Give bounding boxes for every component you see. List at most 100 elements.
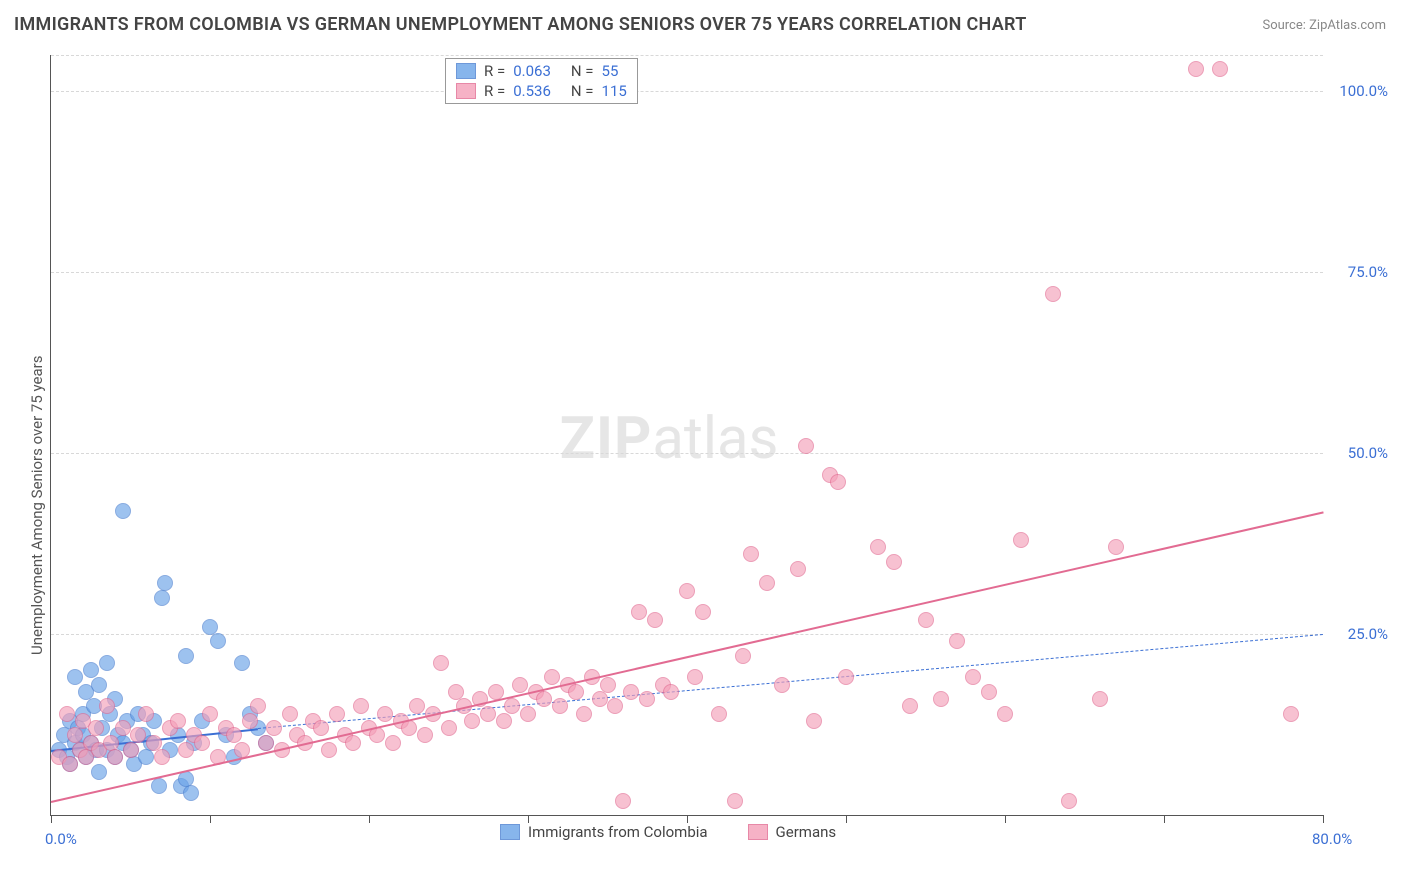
data-point xyxy=(743,546,759,562)
gridline xyxy=(51,272,1323,273)
data-point xyxy=(687,669,703,685)
data-point xyxy=(99,655,115,671)
watermark-atlas: atlas xyxy=(652,405,778,473)
data-point xyxy=(67,669,83,685)
data-point xyxy=(242,713,258,729)
legend-r-value: 0.536 xyxy=(513,82,551,100)
legend-swatch xyxy=(456,63,476,79)
data-point xyxy=(1212,61,1228,77)
data-point xyxy=(313,720,329,736)
legend-series-label: Germans xyxy=(776,823,837,841)
data-point xyxy=(151,778,167,794)
data-point xyxy=(774,677,790,693)
data-point xyxy=(377,706,393,722)
data-point xyxy=(178,742,194,758)
data-point xyxy=(329,706,345,722)
data-point xyxy=(107,749,123,765)
x-tick xyxy=(51,815,52,823)
data-point xyxy=(353,698,369,714)
data-point xyxy=(544,669,560,685)
data-point xyxy=(210,633,226,649)
data-point xyxy=(170,713,186,729)
data-point xyxy=(639,691,655,707)
y-axis-title: Unemployment Among Seniors over 75 years xyxy=(28,356,46,655)
data-point xyxy=(157,575,173,591)
legend-row: R =0.063N =55 xyxy=(446,61,637,81)
legend-swatch xyxy=(748,824,768,840)
data-point xyxy=(981,684,997,700)
data-point xyxy=(735,648,751,664)
gridline xyxy=(51,634,1323,635)
data-point xyxy=(1061,793,1077,809)
correlation-legend: R =0.063N =55R =0.536N =115 xyxy=(445,58,638,104)
legend-r-value: 0.063 xyxy=(513,62,551,80)
data-point xyxy=(615,793,631,809)
data-point xyxy=(568,684,584,700)
data-point xyxy=(623,684,639,700)
data-point xyxy=(663,684,679,700)
data-point xyxy=(902,698,918,714)
watermark: ZIPatlas xyxy=(560,405,779,473)
data-point xyxy=(830,474,846,490)
data-point xyxy=(512,677,528,693)
legend-r-label: R = xyxy=(484,62,505,80)
data-point xyxy=(536,691,552,707)
data-point xyxy=(154,590,170,606)
data-point xyxy=(62,756,78,772)
data-point xyxy=(154,749,170,765)
data-point xyxy=(806,713,822,729)
data-point xyxy=(183,785,199,801)
data-point xyxy=(91,764,107,780)
data-point xyxy=(250,698,266,714)
trend-line xyxy=(258,634,1323,729)
data-point xyxy=(138,749,154,765)
legend-swatch xyxy=(456,83,476,99)
x-tick xyxy=(687,815,688,823)
data-point xyxy=(417,727,433,743)
x-axis-max-label: 80.0% xyxy=(1312,830,1352,848)
data-point xyxy=(504,698,520,714)
data-point xyxy=(448,684,464,700)
data-point xyxy=(798,438,814,454)
x-tick xyxy=(846,815,847,823)
legend-n-label: N = xyxy=(571,62,594,80)
data-point xyxy=(838,669,854,685)
data-point xyxy=(138,706,154,722)
data-point xyxy=(258,735,274,751)
x-tick xyxy=(1323,815,1324,823)
data-point xyxy=(59,706,75,722)
x-tick xyxy=(1005,815,1006,823)
data-point xyxy=(711,706,727,722)
series-legend: Immigrants from ColombiaGermans xyxy=(500,823,836,841)
data-point xyxy=(130,727,146,743)
data-point xyxy=(464,713,480,729)
data-point xyxy=(1188,61,1204,77)
x-tick xyxy=(528,815,529,823)
y-tick-label: 75.0% xyxy=(1348,263,1388,281)
data-point xyxy=(727,793,743,809)
data-point xyxy=(345,735,361,751)
y-tick-label: 100.0% xyxy=(1339,82,1388,100)
x-tick xyxy=(210,815,211,823)
data-point xyxy=(600,677,616,693)
y-tick-label: 50.0% xyxy=(1348,444,1388,462)
data-point xyxy=(1013,532,1029,548)
gridline xyxy=(51,55,1323,56)
data-point xyxy=(520,706,536,722)
data-point xyxy=(592,691,608,707)
data-point xyxy=(679,583,695,599)
data-point xyxy=(918,612,934,628)
data-point xyxy=(949,633,965,649)
data-point xyxy=(886,554,902,570)
data-point xyxy=(409,698,425,714)
data-point xyxy=(103,735,119,751)
data-point xyxy=(441,720,457,736)
data-point xyxy=(576,706,592,722)
data-point xyxy=(1283,706,1299,722)
legend-n-value: 115 xyxy=(602,82,627,100)
data-point xyxy=(91,677,107,693)
data-point xyxy=(321,742,337,758)
legend-n-label: N = xyxy=(571,82,594,100)
data-point xyxy=(933,691,949,707)
data-point xyxy=(759,575,775,591)
